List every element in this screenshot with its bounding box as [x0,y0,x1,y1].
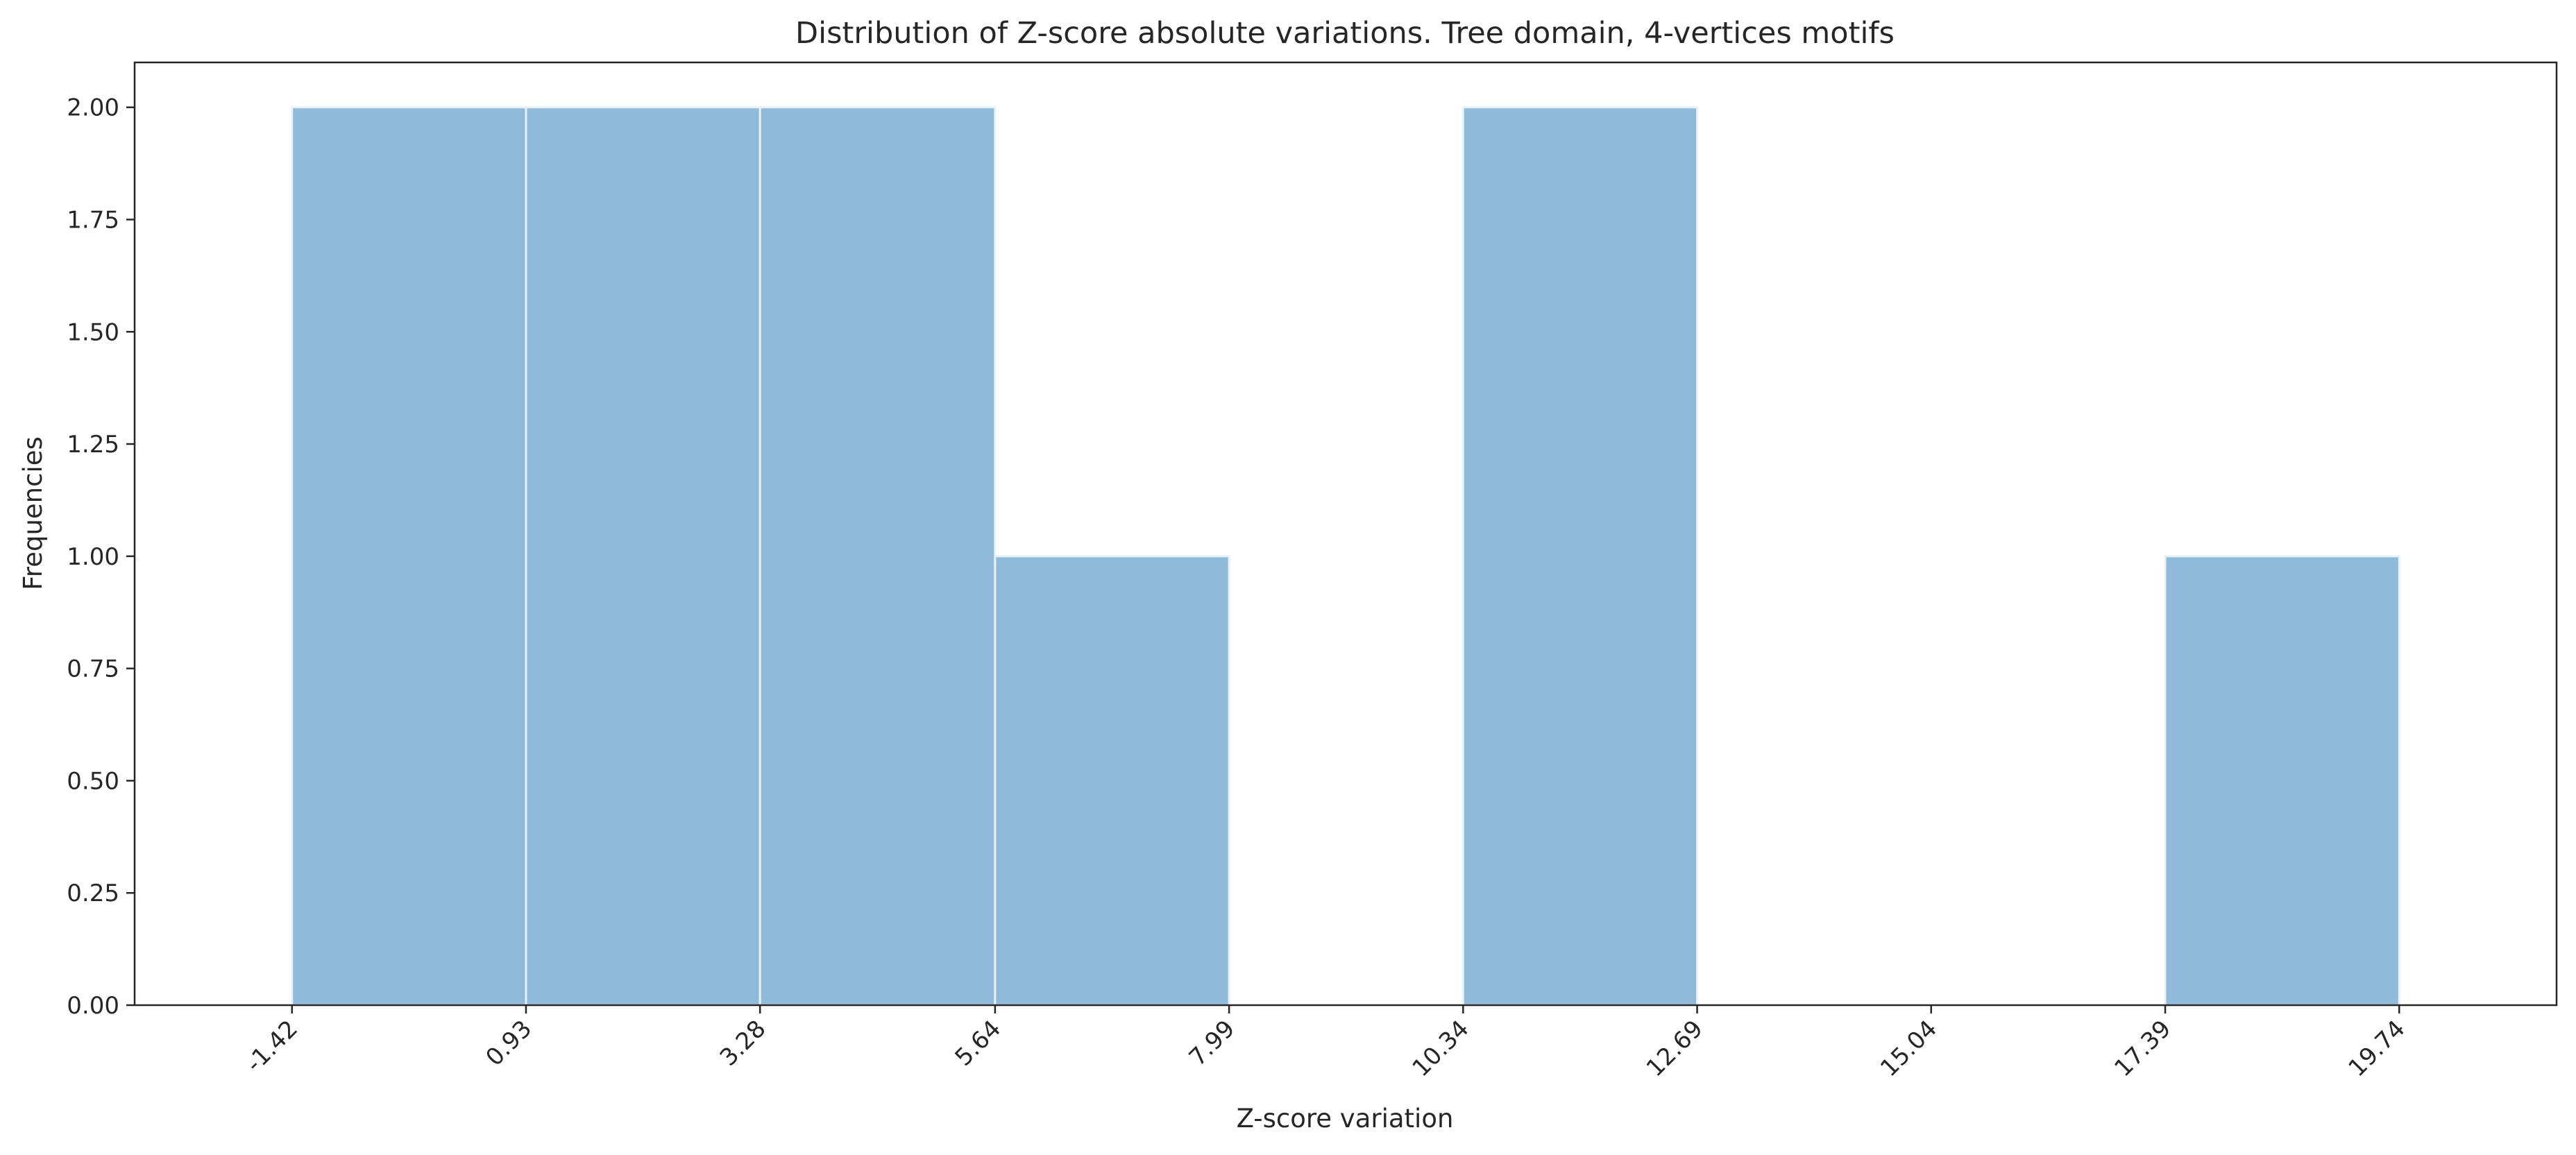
y-tick-label-6: 1.50 [67,318,119,346]
y-tick-label-7: 1.75 [67,207,119,234]
histogram-bar-3 [994,555,1230,1007]
y-axis-ticks: 0.00 0.25 0.50 0.75 1.00 1.25 1.50 1.75 2.00 [67,94,135,1020]
y-tick-label-8: 2.00 [67,94,119,122]
histogram-bar-8 [2164,555,2400,1007]
x-tick-label-2: 3.28 [715,1015,772,1072]
y-tick-label-5: 1.25 [67,431,119,459]
x-tick-label-6: 12.69 [1641,1015,1709,1082]
y-axis-label: Frequencies [18,436,48,590]
x-tick-label-9: 19.74 [2344,1015,2411,1082]
x-axis-ticks: -1.42 0.93 3.28 5.64 7.99 10.34 12.69 15.04 17.3… [241,1005,2411,1082]
y-tick-label-4: 1.00 [67,543,119,571]
x-tick-label-0: -1.42 [241,1015,303,1077]
histogram-bar-2 [759,106,997,1007]
chart-title: Distribution of Z-score absolute variati… [795,16,1895,51]
y-tick-label-1: 0.25 [67,880,119,907]
y-tick-label-2: 0.50 [67,767,119,795]
x-tick-label-8: 17.39 [2109,1015,2176,1082]
x-tick-label-3: 5.64 [949,1015,1006,1072]
y-tick-label-0: 0.00 [67,992,119,1020]
x-axis-label: Z-score variation [1237,1104,1454,1133]
plot-frame [133,61,2558,1007]
x-tick-label-1: 0.93 [481,1015,538,1072]
y-tick-label-3: 0.75 [67,656,119,683]
histogram-bar-1 [525,106,761,1007]
x-tick-label-5: 10.34 [1407,1015,1475,1082]
histogram-bar-5 [1461,106,1699,1007]
x-tick-label-4: 7.99 [1184,1015,1241,1072]
bars-group [291,106,2400,1007]
x-tick-label-7: 15.04 [1875,1015,1942,1082]
histogram-bar-0 [291,106,527,1007]
